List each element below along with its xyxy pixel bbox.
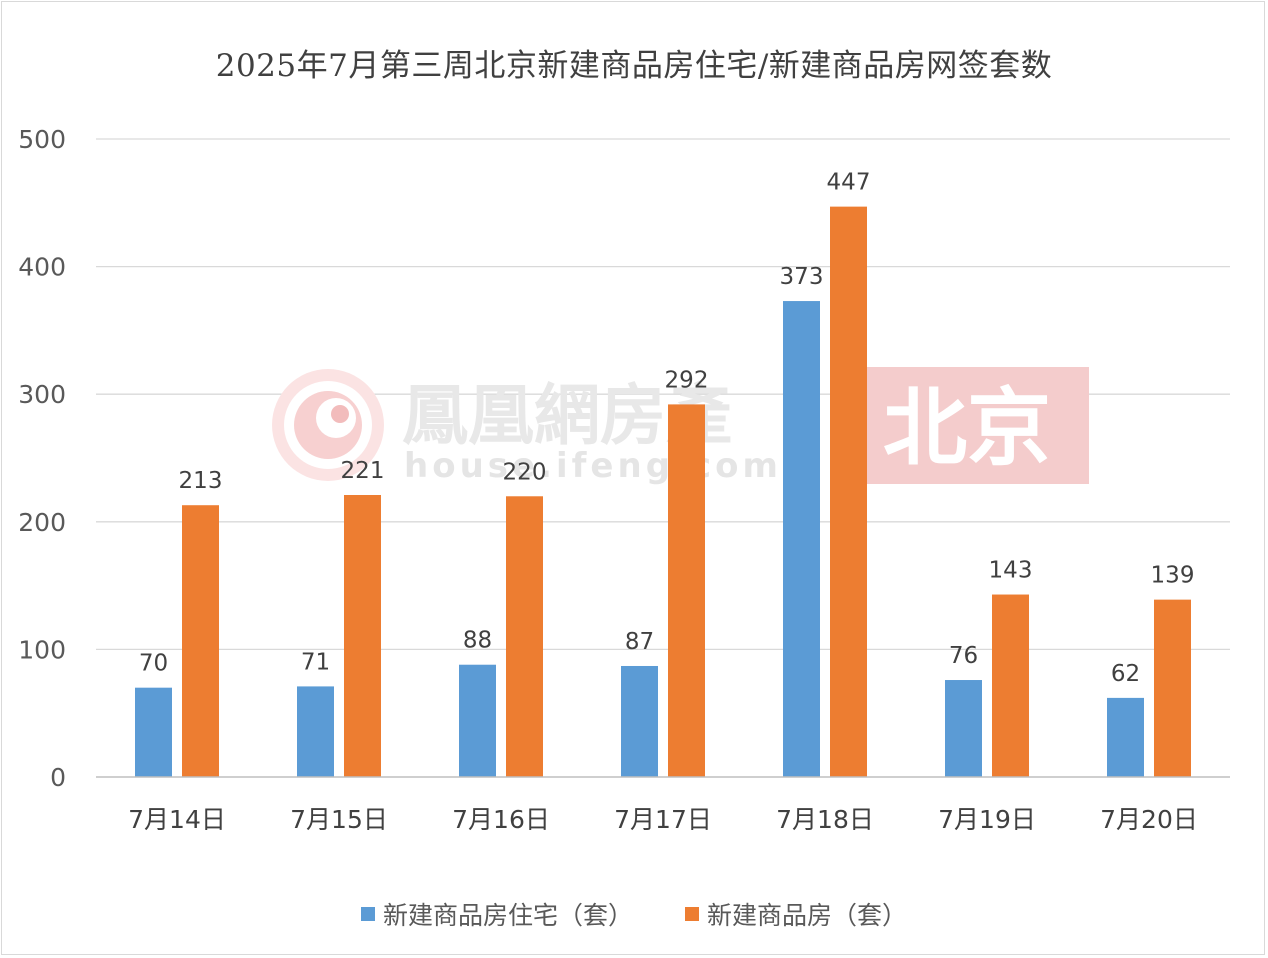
watermark-city-badge xyxy=(846,367,1089,484)
bar-all-new xyxy=(830,206,867,778)
ifeng-logo-icon xyxy=(272,369,384,481)
x-tick-label: 7月20日 xyxy=(1100,805,1198,834)
x-tick-label: 7月18日 xyxy=(776,805,874,834)
bar-residential xyxy=(621,665,658,777)
watermark: 鳳凰網房產 house.ifeng.com 北京 xyxy=(272,367,1089,486)
x-tick-label: 7月17日 xyxy=(614,805,712,834)
data-label: 62 xyxy=(1111,661,1140,687)
data-label: 139 xyxy=(1151,563,1195,589)
bar-residential xyxy=(459,664,496,777)
data-label: 213 xyxy=(179,468,223,494)
x-tick-label: 7月15日 xyxy=(290,805,388,834)
bar-all-new xyxy=(182,505,219,777)
x-tick-label: 7月16日 xyxy=(452,805,550,834)
watermark-brand-en: house.ifeng.com xyxy=(404,446,782,486)
data-label: 292 xyxy=(665,367,709,393)
legend-item-residential: 新建商品房住宅（套） xyxy=(360,896,633,932)
y-tick-label: 300 xyxy=(18,380,66,409)
legend-swatch-residential xyxy=(360,907,375,921)
legend-swatch-all-new xyxy=(685,907,699,921)
axes: 0 100 200 300 400 500 7月14日 7月15日 7月16日 7月17日 7月18… xyxy=(18,125,1230,834)
bar-all-new xyxy=(668,404,705,777)
plot-area: 鳳凰網房產 house.ifeng.com 北京 70 213 71 221 88 220… xyxy=(18,125,1230,834)
data-label: 87 xyxy=(625,629,654,655)
bars xyxy=(135,206,1191,778)
data-label: 221 xyxy=(341,458,385,484)
legend-label-all-new: 新建商品房（套） xyxy=(707,901,908,930)
x-tick-label: 7月14日 xyxy=(128,805,226,834)
y-tick-label: 200 xyxy=(18,508,66,537)
chart-title: 2025年7月第三周北京新建商品房住宅/新建商品房网签套数 xyxy=(215,48,1053,84)
y-tick-label: 400 xyxy=(18,253,66,282)
legend: 新建商品房住宅（套） 新建商品房（套） xyxy=(0,896,1268,932)
data-label: 220 xyxy=(503,459,547,485)
y-tick-label: 100 xyxy=(18,635,66,664)
bar-all-new xyxy=(992,594,1029,777)
x-tick-label: 7月19日 xyxy=(938,805,1036,834)
data-label: 88 xyxy=(463,628,492,654)
data-label: 76 xyxy=(949,643,978,669)
bar-residential xyxy=(945,680,982,777)
bar-residential xyxy=(135,687,172,777)
bar-all-new xyxy=(1154,599,1191,777)
data-label: 71 xyxy=(301,649,330,675)
y-tick-label: 500 xyxy=(18,125,66,154)
data-label: 143 xyxy=(989,558,1033,584)
data-labels: 70 213 71 221 88 220 87 292 373 447 76 143 62 139 xyxy=(139,170,1195,687)
data-label: 373 xyxy=(780,264,824,290)
bar-residential xyxy=(783,301,820,777)
data-label: 70 xyxy=(139,651,168,677)
bar-all-new xyxy=(344,495,381,777)
bar-residential xyxy=(297,686,334,777)
bar-all-new xyxy=(506,496,543,777)
data-label: 447 xyxy=(827,170,871,196)
bar-residential xyxy=(1107,697,1144,777)
watermark-city-text: 北京 xyxy=(883,378,1051,477)
legend-label-residential: 新建商品房住宅（套） xyxy=(382,901,633,930)
y-tick-label: 0 xyxy=(50,763,66,792)
legend-item-all-new: 新建商品房（套） xyxy=(685,896,907,932)
